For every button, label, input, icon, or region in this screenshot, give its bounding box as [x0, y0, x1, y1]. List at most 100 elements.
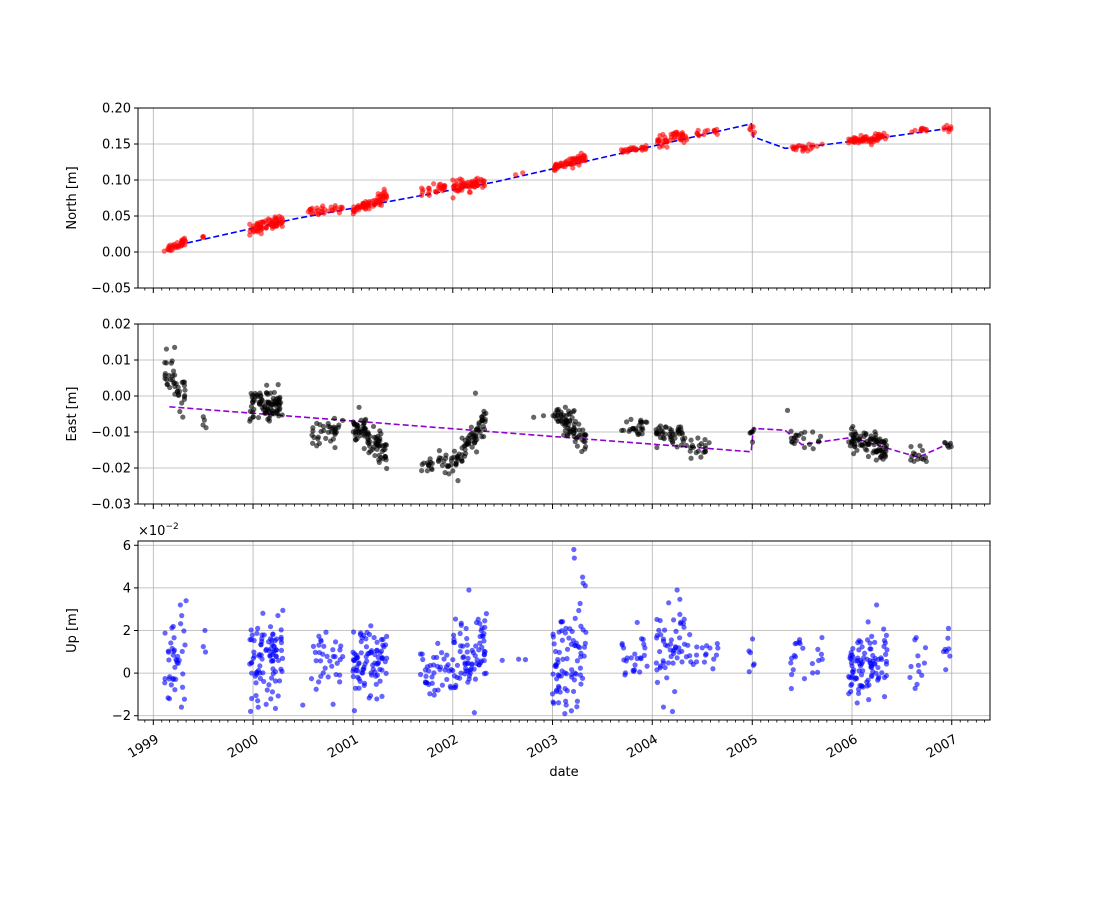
up-data-point — [907, 674, 913, 681]
east-data-point — [857, 433, 864, 439]
up-data-point — [368, 623, 374, 629]
x-axis-label: date — [549, 765, 578, 780]
north-data-point — [263, 224, 269, 231]
up-data-point — [435, 640, 441, 646]
up-data-point — [475, 616, 481, 622]
up-data-point — [676, 635, 683, 641]
east-data-point — [473, 449, 480, 455]
east-data-point — [310, 440, 316, 446]
up-data-point — [179, 684, 186, 690]
up-data-point — [465, 668, 471, 674]
up-data-point — [579, 574, 586, 580]
up-data-point — [279, 655, 286, 661]
up-data-point — [750, 662, 756, 668]
north-data-point — [912, 127, 918, 133]
up-data-point — [859, 644, 865, 650]
up-data-point — [481, 657, 487, 664]
up-data-point — [749, 636, 756, 642]
east-data-point — [164, 376, 170, 383]
east-axes-frame — [137, 323, 991, 505]
north-data-point — [671, 135, 677, 142]
north-data-point — [567, 156, 573, 162]
up-data-point — [571, 555, 577, 561]
up-data-point — [439, 682, 445, 688]
up-data-point — [654, 632, 660, 639]
up-data-point — [912, 637, 918, 643]
north-data-point — [795, 143, 801, 149]
up-data-point — [660, 704, 667, 710]
east-data-point — [459, 435, 465, 441]
east-data-point — [354, 424, 361, 430]
up-data-point — [473, 643, 479, 649]
up-data-point — [249, 670, 255, 676]
up-data-point — [350, 673, 356, 680]
east-data-point — [810, 429, 816, 435]
east-data-point — [628, 416, 634, 422]
east-data-point — [247, 418, 253, 424]
up-data-point — [481, 638, 487, 644]
east-data-point — [540, 413, 547, 419]
up-data-point — [270, 657, 276, 664]
up-data-point — [364, 629, 370, 636]
east-data-point — [480, 423, 486, 430]
east-trend-polyline — [169, 406, 951, 459]
up-data-point — [693, 659, 700, 665]
east-data-point — [942, 440, 949, 446]
up-data-point — [563, 702, 569, 708]
up-data-point — [360, 670, 366, 676]
north-data-point — [375, 191, 381, 197]
up-data-point — [564, 656, 570, 662]
up-data-point — [429, 680, 435, 686]
east-data-point — [682, 435, 688, 441]
up-data-point — [268, 696, 274, 702]
y-tick-label: 2 — [123, 624, 131, 639]
up-data-point — [681, 624, 687, 630]
up-data-point — [683, 654, 690, 660]
east-data-point — [561, 419, 567, 425]
east-data-point — [657, 423, 664, 429]
east-data-point — [451, 448, 458, 454]
up-data-point — [703, 651, 709, 657]
up-data-point — [619, 641, 625, 647]
north-data-point — [332, 206, 338, 213]
east-data-point — [374, 436, 380, 442]
up-data-point — [919, 672, 925, 678]
up-data-point — [270, 643, 277, 649]
up-data-point — [429, 674, 435, 680]
east-data-point — [436, 448, 442, 454]
up-data-point — [477, 620, 483, 627]
up-data-point — [332, 639, 339, 645]
up-data-point — [858, 672, 865, 678]
north-data-point — [917, 128, 924, 134]
north-data-point — [354, 204, 360, 210]
up-data-point — [701, 659, 708, 665]
north-data-point — [923, 128, 929, 134]
up-data-point — [338, 643, 344, 649]
up-data-point — [170, 676, 176, 683]
up-data-point — [558, 619, 564, 625]
east-data-point — [352, 428, 359, 434]
up-data-point — [551, 641, 557, 647]
east-data-point — [643, 419, 649, 425]
up-data-point — [351, 657, 357, 664]
up-data-point — [656, 627, 662, 633]
up-data-point — [472, 676, 479, 682]
up-data-point — [559, 668, 565, 674]
up-data-point — [182, 642, 188, 648]
east-ylabel: East [m] — [65, 387, 80, 442]
up-data-point — [942, 646, 948, 652]
up-data-point — [557, 689, 563, 695]
up-data-point — [566, 635, 572, 641]
east-data-point — [453, 461, 459, 467]
north-data-point — [941, 126, 947, 132]
east-data-point — [876, 441, 882, 447]
up-data-point — [353, 667, 359, 674]
up-data-point — [435, 687, 441, 693]
up-data-point — [677, 620, 684, 627]
up-data-point — [679, 659, 685, 665]
up-data-point — [438, 650, 445, 656]
up-data-point — [267, 636, 274, 642]
north-data-point — [791, 146, 797, 152]
up-data-point — [316, 633, 322, 639]
